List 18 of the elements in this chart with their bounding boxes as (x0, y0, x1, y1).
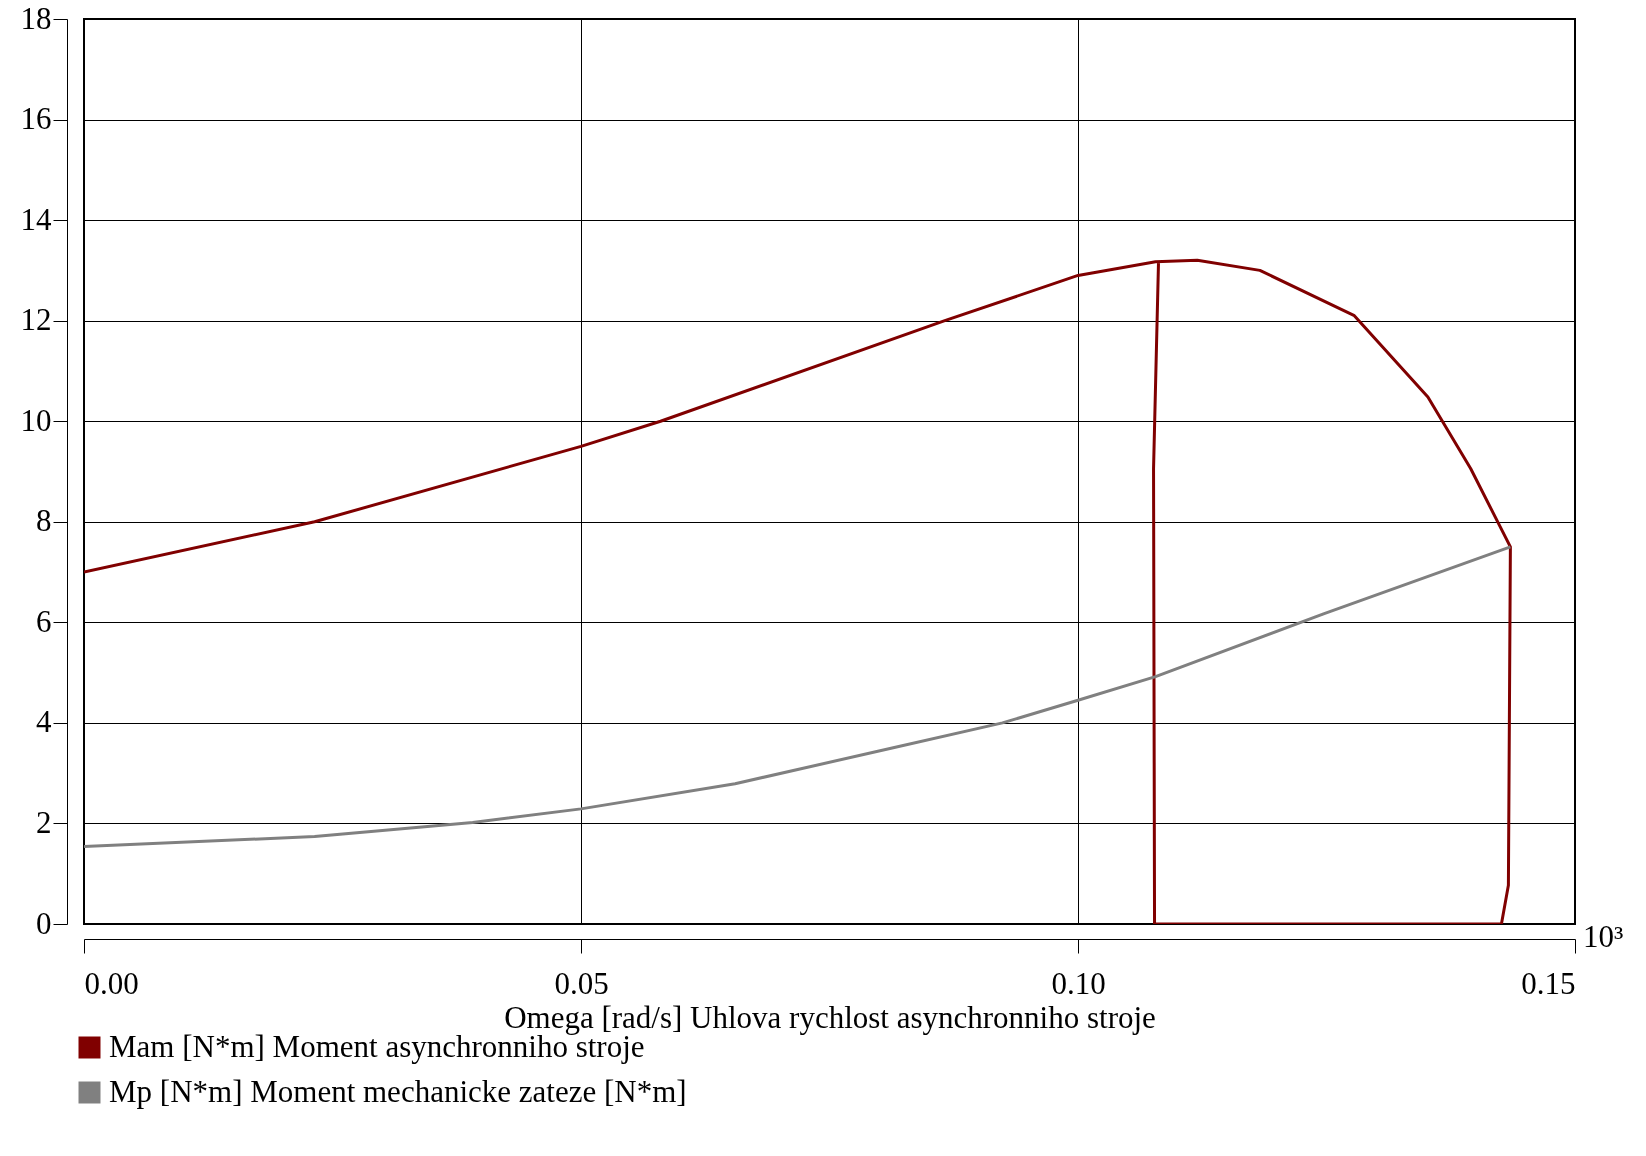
text: 10³ (1583, 919, 1624, 954)
y-tick-label: 16 (20, 101, 52, 137)
y-tick-label: 12 (20, 302, 52, 338)
legend-label: Mp [N*m] Moment mechanicke zateze [N*m] (109, 1073, 687, 1109)
x-tick-label: 0.00 (84, 965, 139, 1001)
y-tick-label: 10 (20, 402, 52, 438)
y-tick-label: 0 (36, 905, 52, 941)
y-tick-label: 6 (36, 603, 52, 639)
line-series (84, 258, 1512, 924)
x-tick-label: 0.15 (1521, 965, 1576, 1001)
x-tick-label: 0.10 (1051, 965, 1106, 1001)
line-series (84, 545, 1512, 849)
y-tick-label: 2 (36, 804, 52, 840)
y-tick-label: 18 (20, 0, 52, 36)
x-tick-label: 0.05 (554, 965, 609, 1001)
y-tick-label: 4 (36, 704, 52, 740)
y-tick-label: 8 (36, 503, 52, 539)
y-tick-label: 14 (20, 201, 52, 237)
